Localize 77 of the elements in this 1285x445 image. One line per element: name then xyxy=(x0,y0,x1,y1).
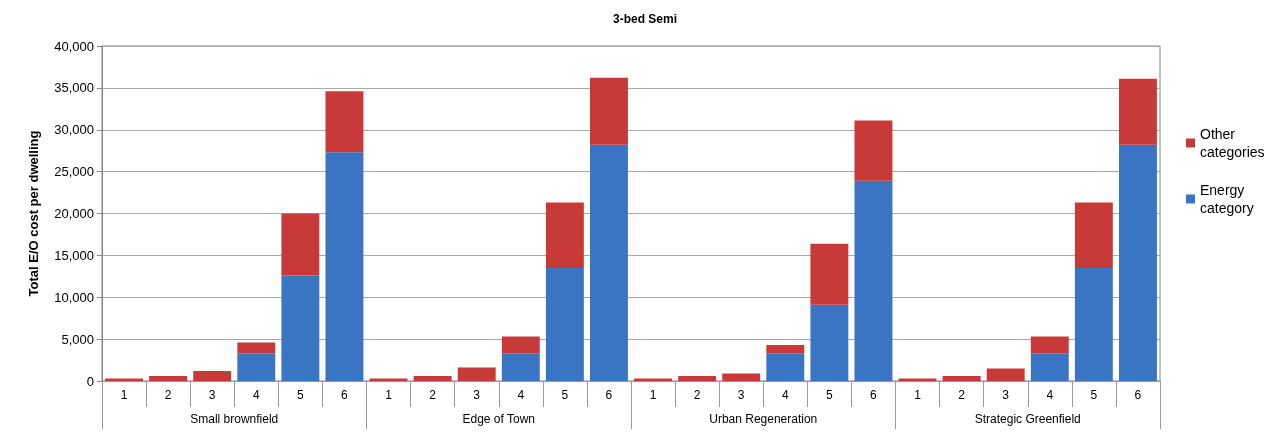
bar xyxy=(369,378,408,381)
bar xyxy=(281,275,320,381)
bar xyxy=(590,77,628,145)
text: Urban Regeneration xyxy=(709,412,818,426)
bar xyxy=(1074,267,1113,381)
legend-label: Energy category xyxy=(1200,182,1254,216)
bar xyxy=(766,344,805,354)
x-tick-label: 2 xyxy=(164,388,172,402)
bar xyxy=(325,152,364,381)
bar xyxy=(237,342,276,354)
y-axis-title: Total E/O cost per dwelling xyxy=(26,130,41,297)
y-tick-label: 10,000 xyxy=(54,289,94,305)
x-tick-label: 5 xyxy=(561,388,569,402)
bar xyxy=(237,353,276,381)
bar xyxy=(898,378,937,381)
bar xyxy=(501,353,540,381)
bar xyxy=(281,213,320,276)
x-tick-label: 5 xyxy=(297,388,305,402)
x-tick-label: 1 xyxy=(120,388,128,402)
x-tick-label: 5 xyxy=(1090,388,1098,402)
bar xyxy=(1074,202,1113,268)
y-tick-label: 15,000 xyxy=(54,247,94,263)
x-tick-label: 6 xyxy=(605,388,613,402)
y-tick-label: 25,000 xyxy=(54,164,94,180)
x-tick-label: 1 xyxy=(385,388,393,402)
bar xyxy=(634,378,672,381)
x-tick-label: 4 xyxy=(517,388,525,402)
bar xyxy=(545,202,584,268)
legend-label: Other categories xyxy=(1200,126,1265,160)
bar xyxy=(149,375,188,381)
y-tick-label: 40,000 xyxy=(54,38,94,54)
bar xyxy=(105,378,143,381)
chart-title: 3-bed Semi xyxy=(612,12,678,26)
x-tick-label: 3 xyxy=(473,388,481,402)
x-tick-label: 6 xyxy=(1134,388,1142,402)
y-tick-label: 20,000 xyxy=(54,206,94,221)
bar xyxy=(325,91,364,153)
y-tick-label: 5,000 xyxy=(61,331,94,347)
bar xyxy=(457,367,496,381)
y-tick-label: 35,000 xyxy=(54,80,94,96)
x-tick-label: 3 xyxy=(737,388,745,402)
x-tick-label: 4 xyxy=(781,388,789,402)
bar xyxy=(545,267,584,381)
x-tick-label: 4 xyxy=(252,388,260,402)
x-tick-label: 1 xyxy=(649,388,657,402)
y-tick-label: 0 xyxy=(86,373,94,389)
bar xyxy=(678,375,717,381)
bar xyxy=(986,368,1025,381)
bar xyxy=(722,373,761,381)
bar xyxy=(1119,144,1157,381)
x-tick-label: 3 xyxy=(1002,388,1010,402)
x-tick-label: 4 xyxy=(1046,388,1054,402)
bar xyxy=(1119,78,1157,145)
text: Small brownfield xyxy=(190,412,279,426)
text: Strategic Greenfield xyxy=(974,412,1081,426)
bar xyxy=(942,375,981,381)
x-tick-label: 2 xyxy=(429,388,437,402)
x-tick-label: 6 xyxy=(341,388,349,402)
bar xyxy=(590,144,628,381)
x-tick-label: 3 xyxy=(208,388,216,402)
y-tick-label: 30,000 xyxy=(54,122,94,138)
x-tick-label: 5 xyxy=(826,388,834,402)
bar xyxy=(854,120,893,181)
bar xyxy=(810,243,849,305)
bar xyxy=(193,370,232,381)
x-tick-label: 1 xyxy=(914,388,922,402)
bar xyxy=(1030,353,1069,381)
text: Edge of Town xyxy=(462,412,535,426)
bar xyxy=(413,375,452,381)
bar xyxy=(501,336,540,354)
bar xyxy=(854,180,893,381)
x-tick-label: 6 xyxy=(870,388,878,402)
bar xyxy=(810,304,849,381)
bar xyxy=(1030,336,1069,354)
x-tick-label: 2 xyxy=(958,388,966,402)
x-tick-label: 2 xyxy=(693,388,701,402)
bar xyxy=(766,353,805,381)
